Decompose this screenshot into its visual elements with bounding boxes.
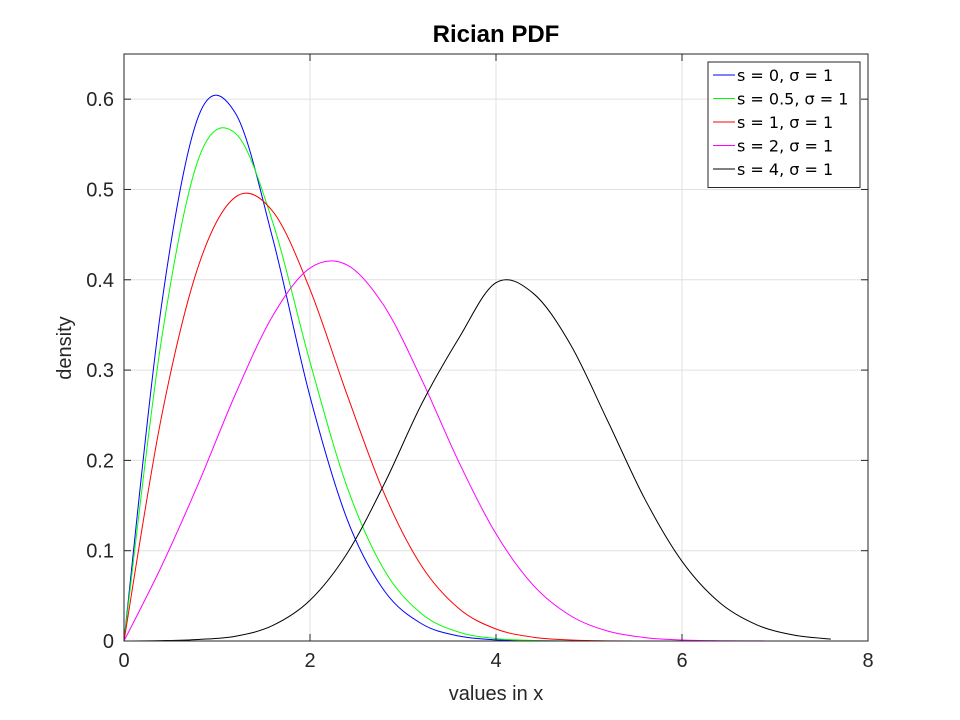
x-axis-label: values in x [449, 683, 544, 705]
legend-label-2: s = 1, σ = 1 [737, 113, 833, 132]
y-tick-label: 0.6 [86, 89, 114, 111]
legend-label-1: s = 0.5, σ = 1 [737, 90, 848, 109]
legend-label-4: s = 4, σ = 1 [737, 160, 833, 179]
legend: s = 0, σ = 1 s = 0.5, σ = 1 s = 1, σ = 1 s … [707, 61, 861, 188]
y-axis-label: density [54, 316, 76, 379]
y-tick-label: 0 [103, 631, 114, 653]
legend-box [707, 61, 861, 188]
y-tick-label: 0.4 [86, 270, 114, 292]
y-tick-label: 0.1 [86, 541, 114, 563]
y-tick-label: 0.3 [86, 360, 114, 382]
x-tick-label: 2 [304, 650, 315, 672]
y-tick-label: 0.2 [86, 450, 114, 472]
series-line-4 [123, 279, 831, 642]
legend-label-0: s = 0, σ = 1 [737, 66, 833, 85]
axis-ticks: 0 2 4 6 8 0 0.1 0.2 0.3 0.4 0.5 0.6 [86, 54, 874, 672]
chart-title: Rician PDF [433, 21, 560, 48]
y-tick-label: 0.5 [86, 179, 114, 201]
x-tick-label: 8 [862, 650, 873, 672]
grid-lines [123, 54, 869, 642]
x-tick-label: 0 [118, 650, 129, 672]
x-tick-label: 6 [676, 650, 687, 672]
legend-label-3: s = 2, σ = 1 [737, 137, 833, 156]
x-tick-label: 4 [490, 650, 501, 672]
